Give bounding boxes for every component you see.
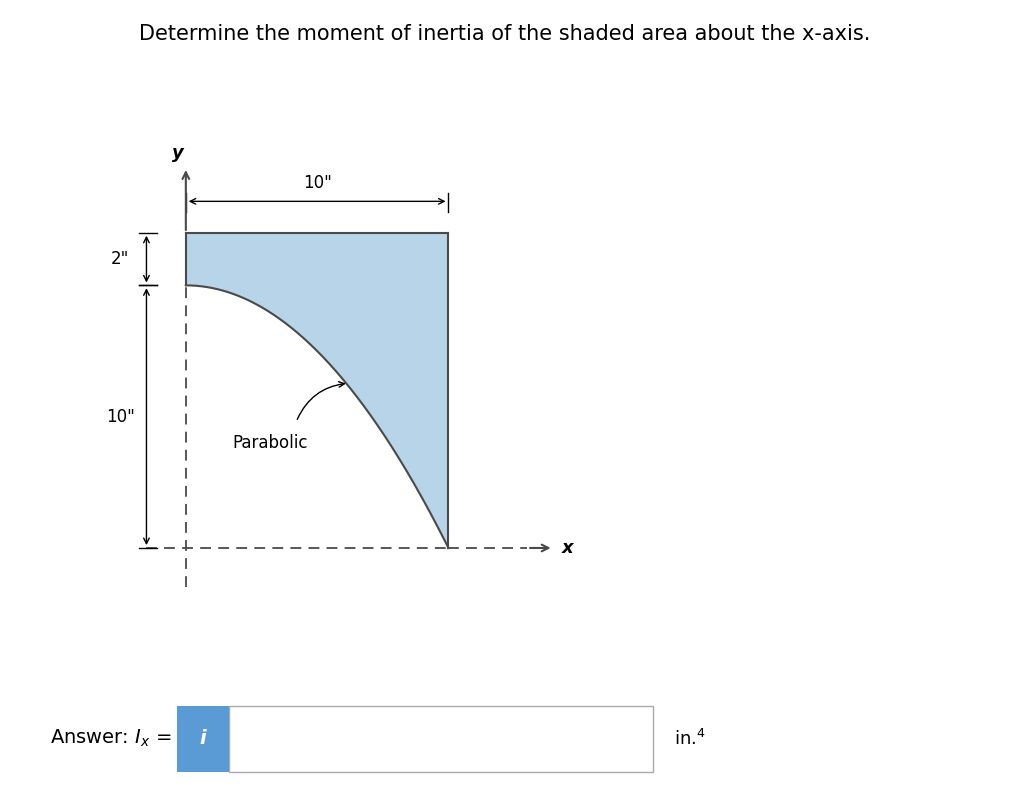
Text: 2": 2" <box>111 250 129 268</box>
Text: i: i <box>200 729 206 748</box>
Text: 10": 10" <box>106 408 134 426</box>
Text: x: x <box>562 539 573 557</box>
Text: 10": 10" <box>303 174 331 192</box>
FancyBboxPatch shape <box>229 706 653 772</box>
Text: y: y <box>172 144 184 162</box>
FancyBboxPatch shape <box>177 706 229 772</box>
Text: Parabolic: Parabolic <box>232 434 308 452</box>
Text: in.$^4$: in.$^4$ <box>674 729 705 749</box>
Polygon shape <box>186 233 448 548</box>
Text: Determine the moment of inertia of the shaded area about the x-axis.: Determine the moment of inertia of the s… <box>139 24 871 43</box>
Text: Answer: $\mathit{I}_x$ =: Answer: $\mathit{I}_x$ = <box>50 728 172 750</box>
